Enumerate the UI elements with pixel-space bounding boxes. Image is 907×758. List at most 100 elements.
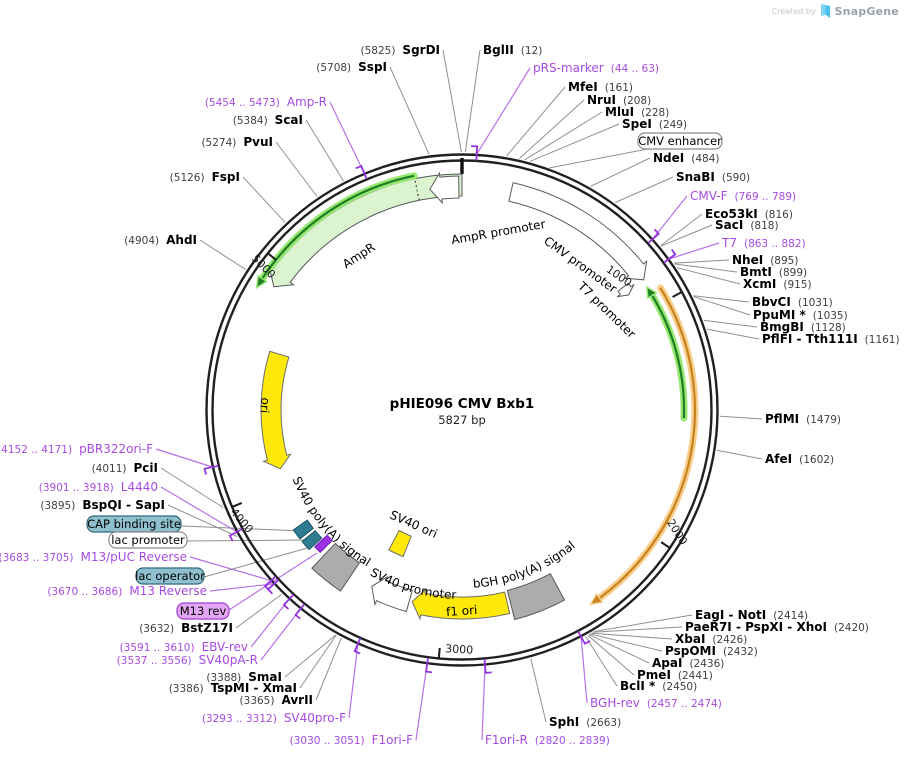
site-label-NruI: NruI (208) (587, 93, 651, 107)
leader-line-PmeI (587, 634, 635, 676)
boxed-label-m13-rev: M13 rev (176, 602, 230, 620)
created-by-text: Created by (771, 7, 816, 16)
leader-line-M13-pUC-Reverse (189, 556, 272, 582)
leader-line-BGH-rev (580, 636, 588, 704)
feature-label-sv40-ori-label: SV40 ori (388, 508, 440, 541)
site-label-NdeI: NdeI (484) (653, 151, 719, 165)
scale-tick-4000 (231, 501, 243, 509)
leader-line-XbaI (591, 632, 673, 640)
site-label-MfeI: MfeI (161) (568, 80, 633, 94)
site-label-FspI: (5126) FspI (170, 170, 240, 184)
site-label-EagI: EagI - NotI (2414) (695, 608, 808, 622)
leader-line-ApaI (588, 634, 650, 664)
site-label-PaeR7I: PaeR7I - PspXI - XhoI (2420) (685, 620, 869, 634)
feature-ori-arrow (260, 350, 292, 470)
snapgene-brand-text: SnapGene (834, 5, 899, 18)
site-label-SmaI: (3388) SmaI (206, 670, 282, 684)
site-label-M13-Reverse: (3670 .. 3686) M13 Reverse (47, 584, 207, 598)
leader-line-FspI (242, 176, 286, 223)
primer-mark-3302 (353, 638, 362, 655)
primer-mark-5464 (355, 164, 368, 180)
leader-line-SV40pro-F (348, 643, 359, 719)
site-label-PpuMI: PpuMI * (1035) (753, 308, 848, 322)
boxed-label-lac-promoter: lac promoter (108, 531, 188, 549)
scale-tick-3000 (437, 647, 441, 660)
leader-line-SV40pA-R (260, 608, 302, 661)
leader-line-pBR322ori-F (155, 448, 213, 468)
site-label-PspOMI: PspOMI (2432) (665, 644, 758, 658)
primer-mark-53 (471, 145, 479, 161)
site-label-F1ori-F: (3030 .. 3051) F1ori-F (290, 733, 413, 747)
feature-f1-ori-arrow (411, 588, 511, 621)
leader-line-ScaI (305, 119, 344, 182)
leader-line-MfeI (506, 86, 566, 157)
site-label-CMV-F: CMV-F (769 .. 789) (690, 189, 796, 203)
boxed-label-cmv-enhancer: CMV enhancer (637, 132, 723, 150)
feature-orf-right-green-arrowhead (645, 285, 658, 300)
leader-line-SpeI (530, 123, 620, 162)
scale-tick-5000 (266, 252, 277, 261)
leader-line-EBV-rev (250, 598, 290, 648)
leader-line-BstZ17I (235, 593, 282, 629)
leader-line-AvrII (315, 637, 342, 701)
site-label-AvrII: (3365) AvrII (240, 693, 313, 707)
feature-t7-promoter-arrow (616, 282, 635, 298)
primer-mark-3600 (282, 593, 295, 610)
leader-line-T7 (668, 242, 720, 260)
site-label-SpeI: SpeI (249) (622, 117, 687, 131)
site-label-PciI: (4011) PciI (92, 461, 158, 475)
leader-line-Eco53kI (660, 213, 703, 246)
primer-mark-3910 (228, 528, 243, 542)
leader-line-PciI (160, 467, 224, 508)
feature-ampr-boundary (414, 178, 420, 201)
leader-line-L4440 (160, 486, 238, 533)
leader-line-AhdI (199, 239, 246, 271)
site-label-ApaI: ApaI (2436) (652, 656, 724, 670)
leader-line-SnaBI (615, 176, 674, 203)
site-label-BmgBI: BmgBI (1128) (760, 320, 846, 334)
leader-line-SphI (530, 658, 547, 723)
boxed-label-lac-operator: lac operator (135, 567, 205, 585)
feature-bxb1-orange-arrowhead (589, 592, 604, 606)
leader-line-F1ori-F (415, 663, 428, 741)
site-label-BglII: BglII (12) (483, 43, 542, 57)
leader-line-BglII (464, 49, 481, 153)
site-label-AfeI: AfeI (1602) (765, 452, 834, 466)
site-label-M13-pUC-Reverse: (3683 .. 3705) M13/pUC Reverse (0, 550, 187, 564)
leader-line-PspOMI (589, 633, 663, 652)
site-label-ScaI: (5384) ScaI (233, 113, 303, 127)
site-label-BstZ17I: (3632) BstZ17I (139, 621, 233, 635)
svg-text:CMV enhancer: CMV enhancer (638, 134, 722, 148)
leader-line-M13-Reverse (209, 583, 275, 592)
leader-line-SacI (661, 224, 713, 247)
leader-line-CMV-F (652, 195, 688, 240)
leader-line-PvuI (275, 141, 318, 197)
site-label-PflMI: PflMI (1479) (765, 412, 841, 426)
site-label-BGH-rev: BGH-rev (2457 .. 2474) (590, 696, 722, 710)
site-label-BspQI: (3895) BspQI - SapI (40, 498, 165, 512)
site-label-SspI: (5708) SspI (316, 60, 387, 74)
leader-line-PpuMI (693, 296, 751, 316)
feature-cap-binding-site-box (292, 519, 315, 540)
site-label-BmtI: BmtI (899) (740, 265, 807, 279)
primer-mark-3546 (294, 603, 306, 620)
leader-line-PflFI (706, 328, 760, 340)
leader-line-cmv-enhancer (548, 148, 649, 169)
leader-line-BmgBI (703, 319, 758, 328)
feature-sv40-ori-box (388, 529, 412, 558)
feature-label-ampr-label: AmpR (340, 240, 378, 271)
leader-line-lac-promoter (186, 539, 308, 542)
site-label-TspMI: (3386) TspMI - XmaI (169, 681, 297, 695)
svg-text:CAP binding site: CAP binding site (87, 517, 181, 531)
site-label-pRS-marker: pRS-marker (44 .. 63) (533, 61, 659, 75)
site-label-T7: T7 (863 .. 882) (721, 236, 806, 250)
site-label-PflFI: PflFI - Tth111I (1161) (762, 332, 900, 346)
site-label-SV40pro-F: (3293 .. 3312) SV40pro-F (202, 711, 346, 725)
leader-line-BmtI (674, 263, 738, 273)
site-label-Amp-R: (5454 .. 5473) Amp-R (205, 95, 327, 109)
site-label-BbvCI: BbvCI (1031) (752, 295, 833, 309)
feature-label-ori-label: ori (257, 397, 272, 414)
feature-label-ampr-promoter-label: AmpR promoter (450, 217, 546, 247)
primer-mark-3040 (425, 657, 433, 674)
